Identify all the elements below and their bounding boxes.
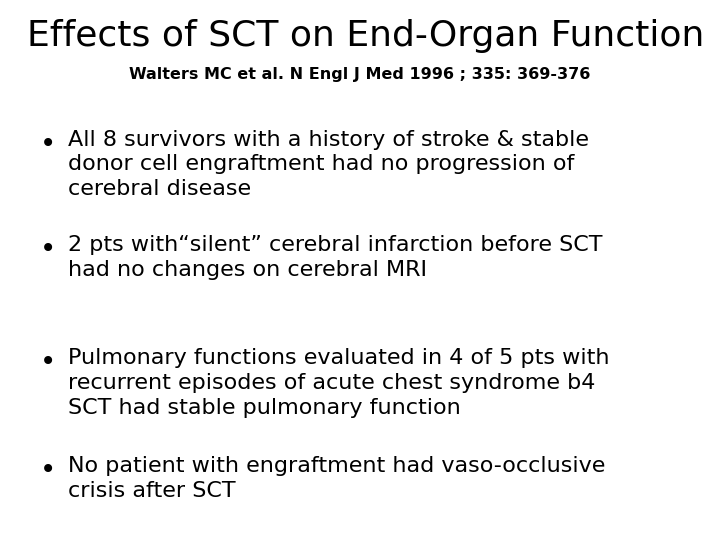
Text: All 8 survivors with a history of stroke & stable
donor cell engraftment had no : All 8 survivors with a history of stroke… [68,130,590,199]
Text: Effects of SCT on End-Organ Function: Effects of SCT on End-Organ Function [27,19,705,53]
Text: Pulmonary functions evaluated in 4 of 5 pts with
recurrent episodes of acute che: Pulmonary functions evaluated in 4 of 5 … [68,348,610,418]
Text: Walters MC et al. N Engl J Med 1996 ; 335: 369-376: Walters MC et al. N Engl J Med 1996 ; 33… [130,68,590,83]
Text: •: • [40,456,56,484]
Text: 2 pts with“silent” cerebral infarction before SCT
had no changes on cerebral MRI: 2 pts with“silent” cerebral infarction b… [68,235,603,280]
Text: •: • [40,235,56,263]
Text: •: • [40,348,56,376]
Text: No patient with engraftment had vaso-occlusive
crisis after SCT: No patient with engraftment had vaso-occ… [68,456,606,501]
Text: •: • [40,130,56,158]
